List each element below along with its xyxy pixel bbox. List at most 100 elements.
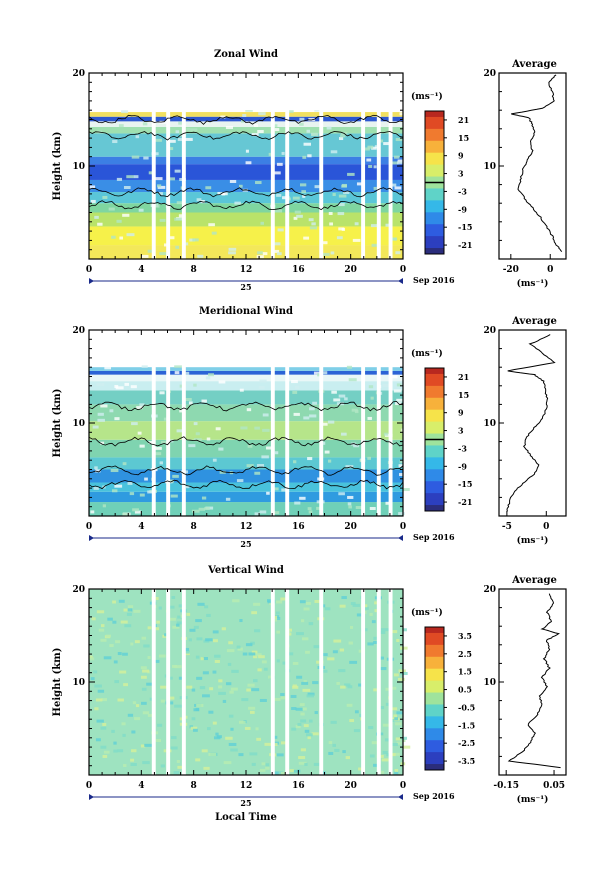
y-axis-label: Height (km) <box>52 648 63 717</box>
heatmap-cell <box>122 652 128 656</box>
heatmap-cell <box>340 685 346 689</box>
heatmap-cell <box>291 707 297 711</box>
date-axis-right-arrow <box>398 278 403 284</box>
heatmap-cell <box>109 644 114 648</box>
heatmap-cell <box>344 683 351 687</box>
data-gap <box>388 73 393 259</box>
heatmap-cell <box>261 660 267 664</box>
heatmap-cell <box>400 736 408 740</box>
heatmap-cell <box>135 135 140 139</box>
heatmap-cell <box>159 461 163 465</box>
heatmap-cell <box>130 758 135 762</box>
average-y-tick-label: 20 <box>483 69 496 79</box>
colorbar-tick-label: -3 <box>458 443 467 453</box>
x-tick-label: 4 <box>138 265 144 275</box>
heatmap-cell <box>158 654 166 658</box>
heatmap-cell <box>343 190 350 194</box>
colorbar-tick-label: -9 <box>458 461 467 471</box>
heatmap-cell <box>241 698 249 702</box>
heatmap-cell <box>101 624 105 628</box>
heatmap-band <box>89 482 403 492</box>
colorbar-segment <box>425 368 444 375</box>
heatmap-cell <box>393 389 402 393</box>
heatmap-cell <box>292 661 299 665</box>
average-x-tick-label: -5 <box>502 522 512 532</box>
heatmap-cell <box>256 737 262 741</box>
heatmap-cell <box>111 489 118 493</box>
heatmap-cell <box>301 681 309 685</box>
heatmap-cell <box>281 488 287 492</box>
colorbar-segment <box>425 421 444 429</box>
heatmap-band <box>89 491 403 503</box>
heatmap-cell <box>349 719 355 723</box>
x-tick-label: 0 <box>86 265 92 275</box>
heatmap-cell <box>329 222 334 226</box>
colorbar-segment <box>425 487 444 494</box>
heatmap-cell <box>117 652 122 656</box>
data-gap <box>270 589 275 775</box>
heatmap-cell <box>111 235 116 239</box>
heatmap-cell <box>353 444 359 448</box>
heatmap-cell <box>354 410 359 414</box>
heatmap-cell <box>140 666 147 670</box>
heatmap-cell <box>316 506 322 510</box>
y-axis-label: Height (km) <box>52 132 63 201</box>
heatmap-cell <box>352 603 361 607</box>
heatmap-cell <box>190 726 198 730</box>
heatmap-cell <box>114 680 119 684</box>
heatmap-cell <box>377 630 386 634</box>
x-tick-label: 8 <box>191 265 197 275</box>
colorbar-segment <box>425 668 444 676</box>
heatmap-cell <box>212 458 217 462</box>
heatmap-cell <box>221 627 226 631</box>
heatmap-cell <box>115 386 124 390</box>
heatmap-cell <box>228 742 237 746</box>
heatmap-cell <box>163 417 169 421</box>
heatmap-cell <box>382 723 391 727</box>
heatmap-cell <box>195 655 200 659</box>
heatmap-cell <box>398 464 404 468</box>
heatmap-cell <box>341 183 347 187</box>
heatmap-cell <box>303 416 310 420</box>
heatmap-cell <box>141 636 147 640</box>
heatmap-cell <box>155 452 162 456</box>
zero-contour <box>88 400 404 412</box>
heatmap-cell <box>170 494 178 498</box>
heatmap-cell <box>157 184 162 188</box>
heatmap-cell <box>240 426 248 430</box>
heatmap-cell <box>251 688 260 692</box>
heatmap-cell <box>140 744 146 748</box>
heatmap-cell <box>251 133 259 137</box>
heatmap-cell <box>303 724 309 728</box>
heatmap-cell <box>299 117 305 121</box>
panel-title: Zonal Wind <box>214 49 278 60</box>
heatmap-cell <box>327 657 335 661</box>
data-gap <box>361 73 366 259</box>
heatmap-cell <box>358 683 362 687</box>
heatmap-cell <box>379 656 384 660</box>
heatmap-cell <box>392 375 398 379</box>
heatmap-cell <box>272 697 281 701</box>
heatmap-cell <box>172 625 180 629</box>
data-gap <box>319 73 324 259</box>
heatmap-cell <box>393 155 400 159</box>
heatmap-cell <box>171 664 178 668</box>
heatmap-cell <box>306 694 314 698</box>
heatmap-cell <box>368 164 373 168</box>
average-profile-line <box>511 74 563 252</box>
heatmap-cell <box>277 617 281 621</box>
colorbar-tick-label: -15 <box>458 479 472 489</box>
heatmap-cell <box>215 732 219 736</box>
heatmap-cell <box>356 182 362 186</box>
y-axis-label: Height (km) <box>52 389 63 458</box>
no-data-region <box>89 330 403 366</box>
colorbar-segment <box>425 662 444 670</box>
heatmap-cell <box>227 662 232 666</box>
heatmap-cell <box>158 606 162 610</box>
heatmap-cell <box>225 497 231 501</box>
heatmap-cell <box>94 466 98 470</box>
heatmap-cell <box>147 626 152 630</box>
heatmap-cell <box>251 611 258 615</box>
heatmap-cell <box>342 750 346 754</box>
heatmap-cell <box>100 745 107 749</box>
